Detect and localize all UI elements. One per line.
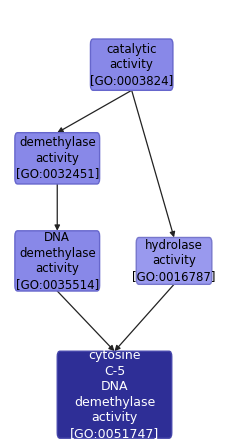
- Text: hydrolase
activity
[GO:0016787]: hydrolase activity [GO:0016787]: [132, 239, 216, 283]
- FancyBboxPatch shape: [15, 231, 100, 291]
- Text: demethylase
activity
[GO:0032451]: demethylase activity [GO:0032451]: [16, 136, 99, 180]
- Text: cytosine
C-5
DNA
demethylase
activity
[GO:0051747]: cytosine C-5 DNA demethylase activity [G…: [70, 350, 159, 440]
- FancyBboxPatch shape: [90, 39, 173, 90]
- FancyBboxPatch shape: [57, 351, 172, 438]
- Text: DNA
demethylase
activity
[GO:0035514]: DNA demethylase activity [GO:0035514]: [16, 231, 99, 291]
- FancyBboxPatch shape: [15, 133, 100, 184]
- FancyBboxPatch shape: [136, 237, 212, 285]
- Text: catalytic
activity
[GO:0003824]: catalytic activity [GO:0003824]: [90, 43, 173, 87]
